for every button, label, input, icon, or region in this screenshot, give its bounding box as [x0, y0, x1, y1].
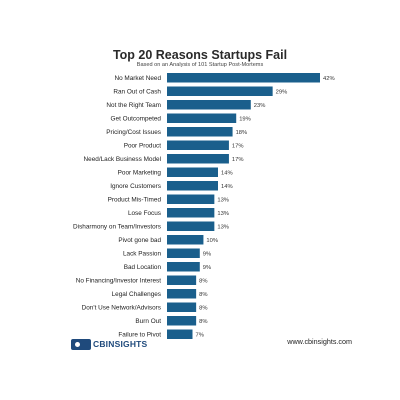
website-label: www.cbinsights.com — [287, 337, 352, 346]
category-label: Legal Challenges — [112, 291, 161, 298]
category-label: Ran Out of Cash — [113, 88, 161, 95]
bar — [167, 140, 229, 150]
category-label: Don't Use Network/Advisors — [82, 304, 161, 311]
value-label: 18% — [236, 130, 248, 136]
category-label: Disharmony on Team/Investors — [73, 223, 161, 230]
chart-title: Top 20 Reasons Startups Fail — [112, 48, 288, 62]
bar — [167, 221, 215, 231]
value-label: 19% — [239, 116, 251, 122]
category-label: Poor Marketing — [118, 169, 162, 176]
category-label: Pivot gone bad — [118, 237, 161, 244]
category-label: No Market Need — [114, 75, 161, 82]
bar — [167, 154, 229, 164]
bar — [167, 302, 197, 312]
category-label: Pricing/Cost Issues — [106, 129, 161, 136]
category-label: Poor Product — [124, 142, 162, 149]
category-label: Bad Location — [124, 264, 162, 271]
bar — [167, 194, 215, 204]
value-label: 14% — [221, 170, 233, 176]
bar — [167, 329, 193, 339]
cbinsights-logo-icon — [71, 338, 91, 350]
value-label: 14% — [221, 184, 233, 190]
value-label: 8% — [199, 278, 207, 284]
bar — [167, 289, 197, 299]
value-label: 8% — [199, 305, 207, 311]
category-label: Burn Out — [135, 318, 161, 325]
value-label: 13% — [217, 197, 229, 203]
cbinsights-logo: CBINSIGHTS — [71, 337, 147, 351]
value-label: 23% — [254, 103, 266, 109]
category-label: Ignore Customers — [110, 183, 161, 190]
value-label: 9% — [203, 251, 211, 257]
bar — [167, 100, 251, 110]
category-label: Product Mis-Timed — [108, 196, 162, 203]
value-label: 17% — [232, 143, 244, 149]
chart-subtitle: Based on an Analysis of 101 Startup Post… — [136, 62, 264, 68]
category-label: Lack Passion — [123, 250, 161, 257]
bar — [167, 127, 233, 137]
bar — [167, 262, 200, 272]
value-label: 13% — [217, 224, 229, 230]
value-label: 10% — [206, 238, 218, 244]
value-label: 9% — [203, 265, 211, 271]
value-label: 7% — [196, 332, 204, 338]
bar — [167, 316, 197, 326]
category-label: Get Outcompeted — [111, 115, 162, 122]
value-label: 29% — [276, 89, 288, 95]
category-label: Not the Right Team — [106, 102, 161, 109]
category-label: Need/Lack Business Model — [84, 156, 161, 163]
value-label: 17% — [232, 157, 244, 163]
logo-text: CBINSIGHTS — [93, 339, 148, 349]
bar — [167, 181, 218, 191]
value-label: 42% — [323, 76, 335, 82]
category-label: Lose Focus — [128, 210, 161, 217]
bar — [167, 235, 204, 245]
category-label: No Financing/Investor Interest — [76, 277, 161, 284]
bar — [167, 86, 273, 96]
value-label: 8% — [199, 319, 207, 325]
value-label: 8% — [199, 292, 207, 298]
bar — [167, 73, 320, 83]
bar — [167, 167, 218, 177]
value-label: 13% — [217, 211, 229, 217]
bar — [167, 248, 200, 258]
category-label: Failure to Pivot — [118, 331, 161, 338]
bar — [167, 275, 197, 285]
bar — [167, 113, 237, 123]
bar — [167, 208, 215, 218]
